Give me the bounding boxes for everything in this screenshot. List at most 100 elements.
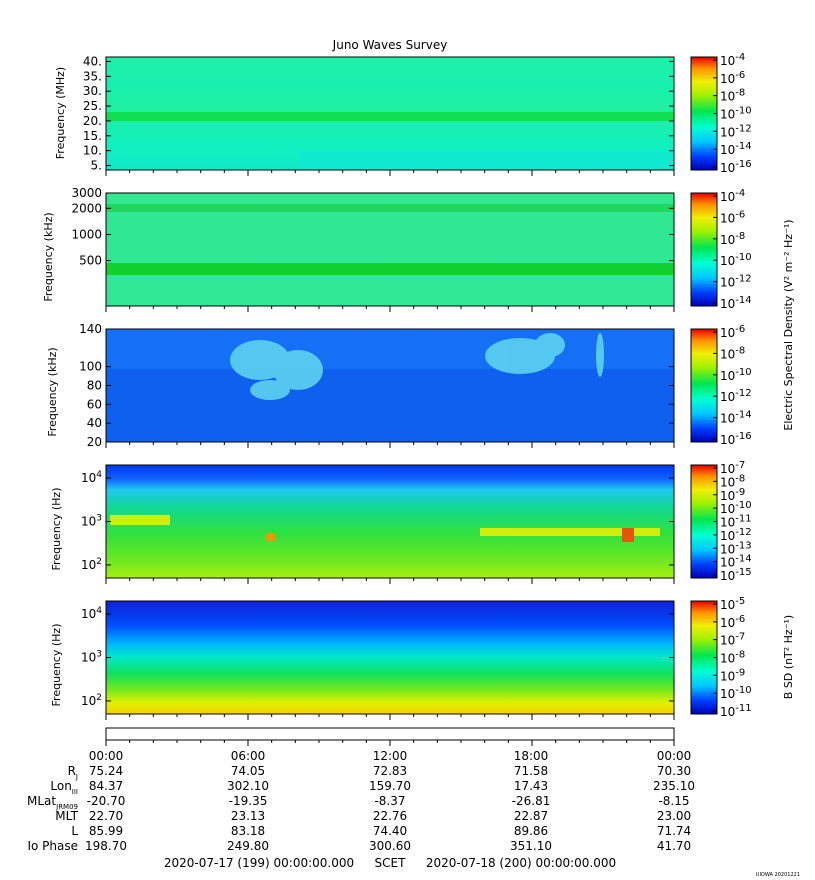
y-tick-label: 102 [81, 693, 102, 708]
panel-2-colorbar-ticks: 10-4 10-6 10-8 10-10 10-12 10-14 [713, 188, 752, 311]
colorbar-tick-label: 10-8 [720, 231, 745, 247]
ephemeris-value: 22.76 [373, 809, 407, 823]
electric-spectral-density-label: Electric Spectral Density (V² m⁻² Hz⁻¹) [782, 219, 795, 430]
panel-1: 40.35.30.25.20.15.10.5. Frequency (MHz) … [54, 52, 752, 176]
y-tick-label: 60 [87, 397, 102, 411]
ephemeris-value: 198.70 [85, 839, 127, 853]
panel-2-band-400khz [106, 263, 674, 275]
time-axis [105, 727, 675, 746]
y-tick-label: 15. [83, 129, 102, 143]
panel-3-ylabel: Frequency (kHz) [46, 347, 59, 436]
ephemeris-row-label: Io Phase [27, 839, 78, 853]
colorbar-tick-label: 10-6 [720, 614, 745, 630]
panel-4-time-ticks [105, 578, 675, 584]
b-sd-label: B SD (nT² Hz⁻¹) [782, 615, 795, 699]
colorbar-tick-label: 10-12 [720, 123, 752, 139]
colorbar-tick-label: 10-10 [720, 106, 752, 122]
colorbar-tick-label: 10-14 [720, 141, 752, 157]
ephemeris-value: 74.40 [373, 824, 407, 838]
ephemeris-value: 75.24 [89, 764, 123, 778]
y-tick-label: 104 [81, 606, 102, 621]
panel-3-y-ticks: 140 100 80 60 40 20 [79, 322, 674, 449]
panel-1-ylabel: Frequency (MHz) [54, 67, 67, 159]
y-tick-label: 102 [81, 557, 102, 572]
ephemeris-value: 71.74 [657, 824, 691, 838]
colorbar-tick-label: 10-5 [720, 596, 745, 612]
y-tick-label: 10. [83, 144, 102, 158]
colorbar-tick-label: 10-12 [720, 388, 752, 404]
panel-1-low-noise [300, 150, 674, 170]
colorbar-tick-label: 10-8 [720, 88, 745, 104]
y-tick-label: 103 [81, 650, 102, 665]
ephemeris-value: -26.81 [512, 794, 551, 808]
panel-2-band-2000khz [106, 204, 674, 212]
y-tick-label: 80 [87, 379, 102, 393]
y-tick-label: 40 [87, 416, 102, 430]
time-label: 00:00 [657, 749, 692, 763]
ephemeris-value: 17.43 [514, 779, 548, 793]
panel-5-ylabel: Frequency (Hz) [50, 624, 63, 707]
time-label: 00:00 [89, 749, 124, 763]
time-label: 06:00 [231, 749, 266, 763]
ephemeris-value: 84.37 [89, 779, 123, 793]
ephemeris-value: 23.00 [657, 809, 691, 823]
colorbar-tick-label: 10-4 [720, 188, 745, 204]
ephemeris-table: 00:00 06:00 12:00 18:00 00:00 RJ 75.24 74.05 72.… [27, 749, 695, 853]
ephemeris-value: 74.05 [231, 764, 265, 778]
footer-start-time: 2020-07-17 (199) 00:00:00.000 [164, 856, 354, 870]
colorbar-tick-label: 10-16 [720, 431, 752, 447]
panel-3-upper-band [106, 329, 674, 369]
ephemeris-value: 72.83 [373, 764, 407, 778]
y-tick-label: 20 [87, 435, 102, 449]
panel-2-time-ticks [105, 306, 675, 312]
colorbar-tick-label: 10-6 [720, 209, 745, 225]
colorbar-tick-label: 10-10 [720, 367, 752, 383]
y-tick-label: 5. [91, 159, 102, 173]
ephemeris-value: 23.13 [231, 809, 265, 823]
y-tick-label: 40. [83, 54, 102, 68]
y-tick-label: 30. [83, 84, 102, 98]
panel-4: 104 103 102 Frequency (Hz) 10-710-810-910-… [50, 460, 752, 584]
colorbar-tick-label: 10-8 [720, 650, 745, 666]
y-tick-label: 140 [79, 322, 102, 336]
panel-5: 104 103 102 Frequency (Hz) 10-5 10-6 10-7 10-… [50, 596, 795, 720]
ephemeris-row-label: MLT [55, 809, 78, 823]
ephemeris-value: 351.10 [510, 839, 552, 853]
footer-scet: SCET [375, 856, 407, 870]
y-tick-label: 100 [79, 360, 102, 374]
y-tick-label: 2000 [71, 201, 102, 215]
panel-5-colorbar-ticks: 10-5 10-6 10-7 10-810-9 10-10 10-11 [713, 596, 752, 719]
time-axis-frame [105, 727, 675, 741]
credit-stamp: UIOWA 20201221 [756, 872, 800, 878]
ephemeris-value: -8.37 [374, 794, 405, 808]
figure-title: Juno Waves Survey [332, 38, 448, 52]
panel-3-emission-patches [230, 333, 604, 400]
panel-3-time-ticks [105, 442, 675, 448]
footer-end-time: 2020-07-18 (200) 00:00:00.000 [426, 856, 616, 870]
y-tick-label: 35. [83, 69, 102, 83]
panel-4-ylabel: Frequency (Hz) [50, 488, 63, 571]
colorbar-tick-label: 10-12 [720, 274, 752, 290]
colorbar-tick-label: 10-7 [720, 632, 745, 648]
ephemeris-value: 235.10 [653, 779, 695, 793]
ephemeris-value: 83.18 [231, 824, 265, 838]
ephemeris-row-label: RJ [68, 764, 78, 781]
colorbar-tick-label: 10-4 [720, 52, 745, 68]
ephemeris-value: 22.70 [89, 809, 123, 823]
colorbar-tick-label: 10-16 [720, 159, 752, 175]
y-tick-label: 25. [83, 99, 102, 113]
ephemeris-value: -20.70 [87, 794, 126, 808]
y-tick-label: 20. [83, 114, 102, 128]
colorbar-tick-label: 10-9 [720, 667, 745, 683]
y-tick-label: 500 [79, 254, 102, 268]
ephemeris-row-label: L [71, 824, 78, 838]
colorbar-tick-label: 10-11 [720, 703, 752, 719]
colorbar-tick-label: 10-6 [720, 70, 745, 86]
ephemeris-value: 71.58 [514, 764, 548, 778]
ephemeris-value: 249.80 [227, 839, 269, 853]
y-tick-label: 3000 [71, 186, 102, 200]
ephemeris-value: 41.70 [657, 839, 691, 853]
